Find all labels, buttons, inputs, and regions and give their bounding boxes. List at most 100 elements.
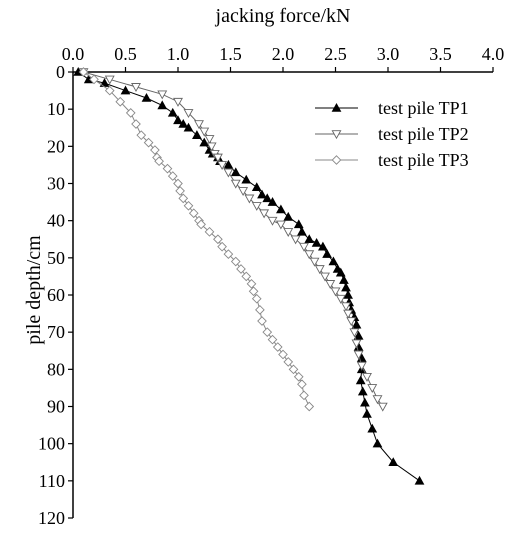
data-point-tp1 bbox=[318, 241, 328, 251]
y-tick-label: 10 bbox=[47, 99, 65, 119]
data-point-tp2 bbox=[183, 109, 194, 119]
data-point-tp2 bbox=[275, 220, 286, 230]
legend: test pile TP1 test pile TP2 test pile TP3 bbox=[315, 98, 469, 170]
legend-marker bbox=[331, 130, 342, 140]
data-point-tp1 bbox=[178, 119, 189, 128]
legend-label: test pile TP1 bbox=[378, 98, 469, 118]
x-tick-label: 3.0 bbox=[377, 44, 400, 64]
data-point-tp3 bbox=[89, 74, 99, 85]
data-point-tp2 bbox=[325, 280, 336, 289]
data-point-tp1 bbox=[328, 256, 339, 266]
data-point-tp3 bbox=[154, 156, 164, 167]
data-point-tp2 bbox=[299, 242, 309, 252]
data-point-tp3 bbox=[136, 130, 147, 141]
data-point-tp3 bbox=[175, 186, 185, 196]
data-point-tp1 bbox=[183, 122, 194, 132]
data-point-tp1 bbox=[173, 115, 183, 125]
data-point-tp3 bbox=[251, 293, 262, 304]
data-point-tp1 bbox=[241, 174, 252, 184]
data-point-tp1 bbox=[367, 423, 378, 433]
data-point-tp3 bbox=[178, 193, 189, 204]
data-point-tp2 bbox=[367, 384, 378, 394]
data-point-tp2 bbox=[238, 187, 249, 197]
y-tick-label: 40 bbox=[47, 211, 65, 231]
data-point-tp3 bbox=[162, 163, 173, 174]
x-tick-label: 0.5 bbox=[114, 44, 137, 64]
data-point-tp2 bbox=[104, 75, 115, 85]
data-point-tp1 bbox=[251, 182, 262, 191]
data-point-tp1 bbox=[355, 375, 366, 385]
data-point-tp2 bbox=[259, 209, 270, 219]
data-point-tp2 bbox=[206, 142, 217, 152]
data-point-tp3 bbox=[255, 305, 265, 315]
y-tick-label: 80 bbox=[47, 359, 65, 379]
data-point-tp3 bbox=[288, 364, 299, 375]
data-point-tp1 bbox=[339, 275, 349, 284]
data-point-tp1 bbox=[362, 408, 372, 418]
x-tick-label: 1.0 bbox=[167, 44, 190, 64]
data-point-tp2 bbox=[320, 272, 330, 282]
data-point-tp3 bbox=[104, 85, 115, 96]
data-point-tp3 bbox=[188, 208, 199, 219]
data-point-tp2 bbox=[309, 257, 320, 267]
data-point-tp3 bbox=[278, 349, 288, 360]
series-tp3 bbox=[78, 67, 315, 412]
data-point-tp3 bbox=[293, 371, 304, 382]
data-point-tp3 bbox=[167, 171, 178, 181]
data-point-tp3 bbox=[143, 137, 154, 148]
data-point-tp3 bbox=[241, 271, 252, 282]
x-tick-label: 3.5 bbox=[429, 44, 452, 64]
data-point-tp2 bbox=[377, 402, 388, 412]
x-tick-label: 2.5 bbox=[324, 44, 347, 64]
data-point-tp1 bbox=[341, 282, 351, 292]
data-point-tp3 bbox=[217, 241, 227, 252]
data-point-tp2 bbox=[212, 153, 223, 163]
data-point-tp2 bbox=[356, 361, 367, 371]
data-point-tp1 bbox=[311, 237, 322, 247]
data-point-tp3 bbox=[246, 279, 257, 289]
y-axis-ticks: 0 10 20 30 40 50 60 70 80 90 100 110 120 bbox=[38, 62, 73, 528]
data-point-tp2 bbox=[341, 302, 351, 312]
data-point-tp3 bbox=[297, 379, 307, 390]
data-point-tp3 bbox=[213, 234, 223, 245]
y-axis-title: pile depth/cm bbox=[23, 235, 45, 345]
data-point-tp1 bbox=[372, 438, 383, 448]
data-point-tp2 bbox=[223, 168, 234, 178]
data-point-tp2 bbox=[244, 194, 255, 204]
data-point-tp2 bbox=[343, 309, 354, 319]
data-point-tp1 bbox=[267, 197, 278, 206]
data-point-tp3 bbox=[196, 219, 206, 230]
data-point-tp1 bbox=[343, 289, 353, 299]
data-point-tp2 bbox=[362, 372, 372, 382]
y-tick-label: 0 bbox=[56, 62, 65, 82]
data-point-tp2 bbox=[346, 317, 357, 327]
data-point-tp1 bbox=[120, 85, 131, 95]
data-point-tp1 bbox=[293, 219, 304, 229]
legend-label: test pile TP2 bbox=[378, 124, 469, 144]
data-point-tp3 bbox=[272, 342, 283, 352]
data-point-tp3 bbox=[304, 401, 315, 412]
data-point-tp1 bbox=[283, 211, 294, 221]
data-point-tp2 bbox=[290, 235, 301, 245]
data-point-tp1 bbox=[353, 330, 364, 340]
data-point-tp3 bbox=[150, 145, 160, 155]
legend-marker bbox=[331, 155, 342, 165]
data-point-tp1 bbox=[230, 167, 241, 177]
x-tick-label: 4.0 bbox=[482, 44, 505, 64]
data-point-tp1 bbox=[360, 397, 370, 407]
data-point-tp2 bbox=[217, 161, 228, 171]
data-point-tp3 bbox=[183, 200, 194, 211]
y-tick-label: 110 bbox=[39, 471, 65, 491]
data-point-tp1 bbox=[388, 457, 399, 467]
series-layer bbox=[73, 66, 425, 485]
data-point-tp1 bbox=[167, 107, 178, 117]
data-point-tp3 bbox=[125, 108, 136, 118]
data-point-tp1 bbox=[351, 319, 362, 329]
data-point-tp1 bbox=[276, 204, 286, 214]
data-point-tp2 bbox=[335, 294, 346, 304]
data-point-tp2 bbox=[204, 135, 215, 145]
data-point-tp3 bbox=[115, 96, 126, 107]
data-point-tp1 bbox=[141, 92, 152, 102]
x-axis-title: jacking force/kN bbox=[215, 5, 351, 27]
